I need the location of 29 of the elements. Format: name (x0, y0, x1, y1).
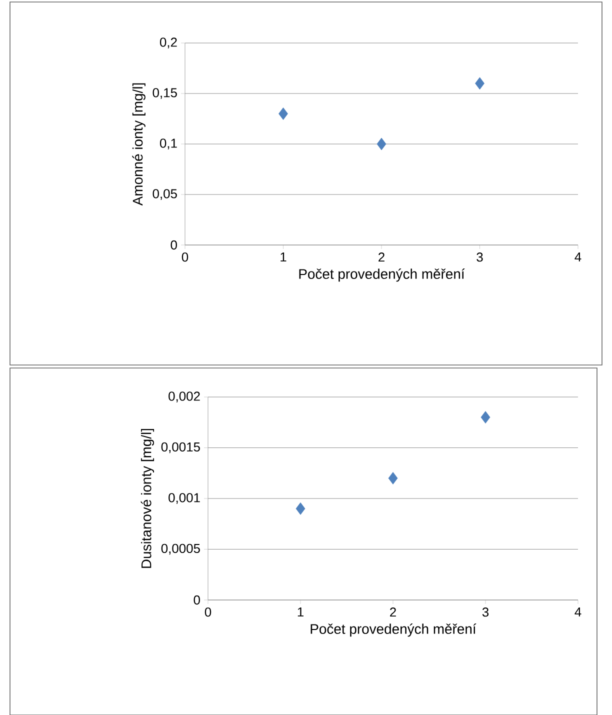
y-tick-label: 0,0005 (161, 544, 200, 555)
x-axis-title: Počet provedených měření (310, 624, 476, 637)
x-tick-label: 2 (390, 608, 396, 617)
point (296, 502, 306, 515)
point (278, 107, 288, 120)
y-tick-label: 0,002 (168, 392, 200, 402)
y-tick-label: 0,15 (152, 88, 177, 99)
y-axis-title: Amonné ionty [mg/l] (132, 83, 146, 206)
x-tick-label: 0 (204, 608, 212, 617)
x-tick-label: 3 (482, 608, 489, 617)
y-tick-label: 0 (170, 240, 177, 250)
x-tick-label: 2 (378, 252, 384, 262)
x-tick-label: 4 (574, 608, 582, 616)
y-tick-label: 0,1 (160, 138, 177, 150)
x-tick-label: 3 (476, 252, 483, 262)
y-tick-label: 0,2 (160, 38, 177, 48)
y-axis-title: Dusitanové ionty [mg/l] (140, 428, 154, 568)
y-tick-label: 0 (194, 595, 200, 605)
x-tick-label: 1 (298, 608, 304, 616)
y-tick-label: 0,0015 (161, 442, 200, 454)
x-tick-label: 4 (574, 252, 582, 262)
y-tick-label: 0,05 (152, 189, 177, 200)
point (376, 138, 386, 150)
x-axis-title: Počet provedených měření (299, 268, 465, 282)
point (388, 472, 398, 484)
point (480, 411, 490, 424)
x-tick-label: 1 (280, 252, 286, 262)
y-tick-label: 0,001 (168, 493, 200, 504)
point (475, 77, 484, 90)
